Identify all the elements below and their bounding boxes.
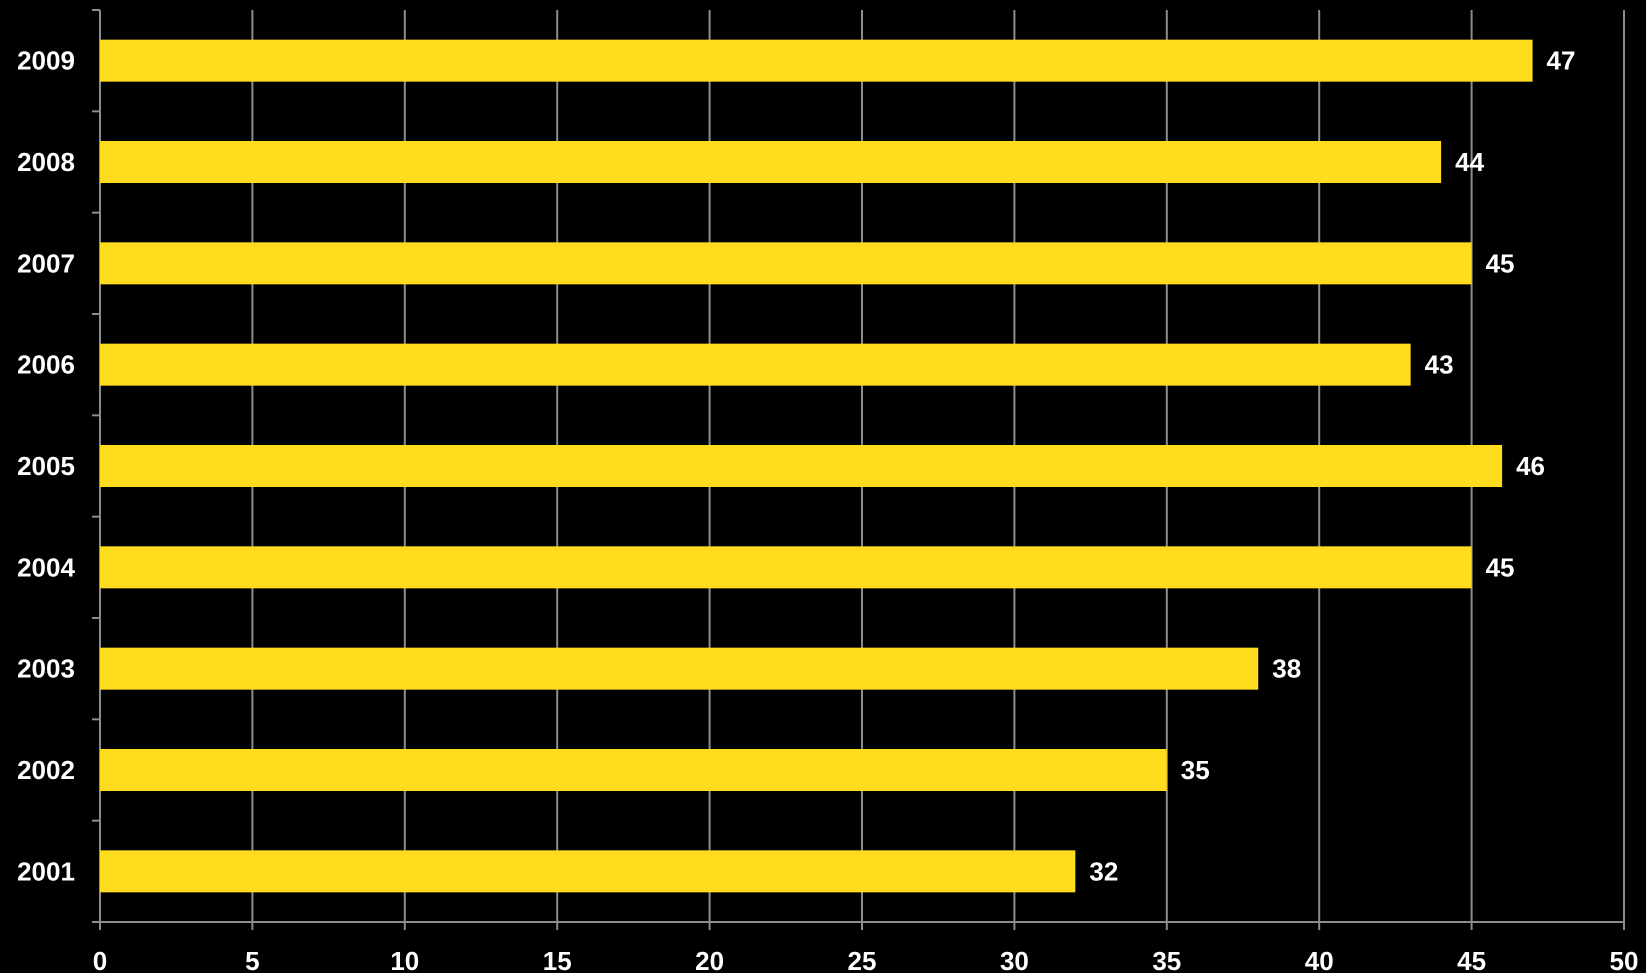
data-label-2002: 35: [1181, 755, 1210, 785]
x-tick-label: 40: [1305, 946, 1334, 973]
data-label-2009: 47: [1547, 46, 1576, 76]
bar-2003: [100, 647, 1259, 690]
category-label-2002: 2002: [17, 755, 75, 785]
category-label-2001: 2001: [17, 856, 75, 886]
category-label-2003: 2003: [17, 654, 75, 684]
x-tick-label: 50: [1610, 946, 1639, 973]
x-tick-label: 10: [390, 946, 419, 973]
bar-2008: [100, 141, 1442, 183]
labels: 0 5 10 15 20 25 30 35 40 45 50 2009 47 2008 44 2007 45 20…: [17, 46, 1638, 973]
category-label-2005: 2005: [17, 451, 75, 481]
category-label-2008: 2008: [17, 147, 75, 177]
category-label-2006: 2006: [17, 350, 75, 380]
category-label-2004: 2004: [17, 552, 75, 582]
x-tick-label: 45: [1457, 946, 1486, 973]
category-label-2009: 2009: [17, 46, 75, 76]
data-label-2007: 45: [1486, 248, 1515, 278]
bar-2002: [100, 749, 1167, 791]
x-tick-label: 0: [93, 946, 107, 973]
bar-2001: [100, 850, 1076, 893]
x-tick-label: 15: [543, 946, 572, 973]
bar-2009: [100, 39, 1533, 82]
bar-2006: [100, 343, 1411, 386]
data-label-2005: 46: [1516, 451, 1545, 481]
bar-2005: [100, 445, 1503, 487]
data-label-2004: 45: [1486, 552, 1515, 582]
data-label-2006: 43: [1425, 350, 1454, 380]
x-tick-label: 5: [245, 946, 259, 973]
x-tick-label: 30: [1000, 946, 1029, 973]
category-label-2007: 2007: [17, 248, 75, 278]
x-tick-label: 25: [848, 946, 877, 973]
x-tick-label: 35: [1152, 946, 1181, 973]
bar-2007: [100, 242, 1472, 285]
data-label-2008: 44: [1455, 147, 1484, 177]
bar-2004: [100, 546, 1472, 589]
data-label-2003: 38: [1272, 654, 1301, 684]
x-tick-label: 20: [695, 946, 724, 973]
bars: [100, 39, 1533, 893]
data-label-2001: 32: [1089, 856, 1118, 886]
